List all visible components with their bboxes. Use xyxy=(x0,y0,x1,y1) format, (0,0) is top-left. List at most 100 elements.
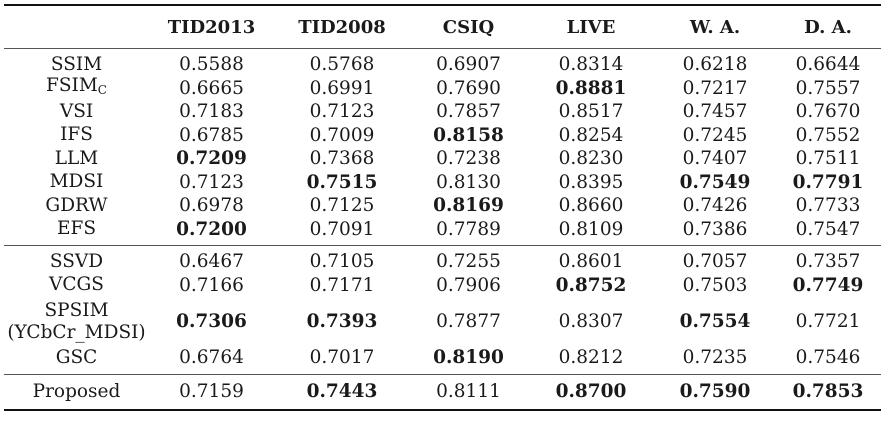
header-cell: TID2008 xyxy=(298,16,386,38)
value-cell: 0.7789 xyxy=(436,218,501,240)
value-cell: 0.7091 xyxy=(309,218,375,240)
table-row: Proposed 0.7159 0.7443 0.8111 0.8700 0.7590 0.… xyxy=(4,375,881,409)
value-cell: 0.7511 xyxy=(795,148,861,170)
value-cell: 0.8700 xyxy=(555,381,627,402)
table-row: SPSIM (YCbCr_MDSI) 0.7306 0.7393 0.7877 0.830… xyxy=(4,297,881,346)
value-cell: 0.7386 xyxy=(682,218,748,240)
results-table: TID2013 TID2008 CSIQ LIVE W. A. D. A. SS… xyxy=(4,4,881,411)
value-cell: 0.7238 xyxy=(436,148,501,170)
value-cell: 0.8660 xyxy=(558,195,624,217)
value-cell: 0.8109 xyxy=(558,218,624,240)
table-row: GSC 0.6764 0.7017 0.8190 0.8212 0.7235 0.7546 xyxy=(4,346,881,370)
value-cell: 0.7552 xyxy=(795,124,861,146)
method-name: EFS xyxy=(4,218,149,240)
table-row: GDRW 0.6978 0.7125 0.8169 0.8660 0.7426 0.7733 xyxy=(4,194,881,218)
table-body: SSIM 0.5588 0.5768 0.6907 0.8314 0.6218 0.6644… xyxy=(4,48,881,409)
value-cell: 0.7217 xyxy=(682,77,748,99)
value-cell: 0.8158 xyxy=(433,124,504,146)
value-cell: 0.7503 xyxy=(682,274,748,296)
method-label: SPSIM xyxy=(44,299,109,321)
value-cell: 0.8254 xyxy=(558,124,624,146)
value-cell: 0.7171 xyxy=(309,274,375,296)
method-label: SSIM xyxy=(50,53,103,75)
value-cell: 0.8212 xyxy=(558,347,624,369)
table-row: MDSI 0.7123 0.7515 0.8130 0.8395 0.7549 0.7791 xyxy=(4,171,881,195)
value-cell: 0.6218 xyxy=(682,54,748,76)
value-cell: 0.7690 xyxy=(436,77,501,99)
value-cell: 0.7255 xyxy=(436,251,501,273)
value-cell: 0.7123 xyxy=(309,101,375,123)
table-row: IFS 0.6785 0.7009 0.8158 0.8254 0.7245 0.7552 xyxy=(4,124,881,148)
value-cell: 0.7057 xyxy=(682,251,748,273)
value-cell: 0.7733 xyxy=(795,195,861,217)
header-cell: D. A. xyxy=(804,16,852,38)
method-name: IFS xyxy=(4,124,149,146)
value-cell: 0.8881 xyxy=(555,77,627,99)
value-cell: 0.7357 xyxy=(795,251,861,273)
table-row: VCGS 0.7166 0.7171 0.7906 0.8752 0.7503 0.7749 xyxy=(4,274,881,298)
value-cell: 0.8169 xyxy=(433,195,504,217)
method-name: SPSIM (YCbCr_MDSI) xyxy=(4,300,149,344)
method-label: EFS xyxy=(56,218,96,240)
value-cell: 0.8111 xyxy=(436,381,501,402)
value-cell: 0.7857 xyxy=(436,101,501,123)
header-cell: W. A. xyxy=(689,16,741,38)
table-row: FSIMC 0.6665 0.6991 0.7690 0.8881 0.7217 0.755… xyxy=(4,75,881,101)
value-cell: 0.7749 xyxy=(792,274,864,296)
method-label: Proposed xyxy=(32,380,121,402)
method-name: SSIM xyxy=(4,54,149,76)
header-cell: LIVE xyxy=(566,16,616,38)
method-name: VCGS xyxy=(4,274,149,296)
value-cell: 0.7877 xyxy=(436,311,501,332)
value-cell: 0.7159 xyxy=(179,381,244,402)
value-cell: 0.6665 xyxy=(179,77,244,99)
method-label: IFS xyxy=(60,124,93,146)
value-cell: 0.8395 xyxy=(558,171,624,193)
value-cell: 0.7721 xyxy=(795,311,861,332)
value-cell: 0.8752 xyxy=(555,274,627,296)
value-cell: 0.7200 xyxy=(176,218,247,240)
value-cell: 0.7306 xyxy=(176,311,247,332)
header-row: TID2013 TID2008 CSIQ LIVE W. A. D. A. xyxy=(4,6,881,48)
value-cell: 0.8190 xyxy=(433,347,504,369)
method-label: MDSI xyxy=(49,171,104,193)
value-cell: 0.7590 xyxy=(679,381,751,402)
value-cell: 0.6467 xyxy=(179,251,244,273)
value-cell: 0.7209 xyxy=(176,148,247,170)
table-row: SSVD 0.6467 0.7105 0.7255 0.8601 0.7057 0.7357 xyxy=(4,250,881,274)
value-cell: 0.6978 xyxy=(179,195,244,217)
value-cell: 0.7009 xyxy=(309,124,375,146)
value-cell: 0.6644 xyxy=(795,54,861,76)
table-row: EFS 0.7200 0.7091 0.7789 0.8109 0.7386 0.7547 xyxy=(4,218,881,242)
value-cell: 0.7125 xyxy=(309,195,375,217)
value-cell: 0.7515 xyxy=(306,171,378,193)
method-subscript: C xyxy=(97,83,107,98)
bottom-rule xyxy=(4,408,881,411)
value-cell: 0.8517 xyxy=(558,101,624,123)
value-cell: 0.7105 xyxy=(309,251,375,273)
method-label: VCGS xyxy=(49,274,104,296)
method-label: GDRW xyxy=(45,194,108,216)
value-cell: 0.8130 xyxy=(436,171,501,193)
method-label-line2: (YCbCr_MDSI) xyxy=(7,321,146,343)
method-name: SSVD xyxy=(4,251,149,273)
value-cell: 0.5768 xyxy=(309,54,375,76)
value-cell: 0.7791 xyxy=(792,171,864,193)
value-cell: 0.7017 xyxy=(309,347,375,369)
method-name: Proposed xyxy=(4,381,149,403)
value-cell: 0.7557 xyxy=(795,77,861,99)
method-name: LLM xyxy=(4,148,149,170)
method-label: GSC xyxy=(55,346,98,368)
value-cell: 0.7166 xyxy=(179,274,244,296)
value-cell: 0.7443 xyxy=(306,381,378,402)
value-cell: 0.6991 xyxy=(309,77,375,99)
value-cell: 0.7123 xyxy=(179,171,244,193)
value-cell: 0.5588 xyxy=(179,54,244,76)
value-cell: 0.7546 xyxy=(795,347,861,369)
value-cell: 0.7549 xyxy=(679,171,751,193)
method-name: GSC xyxy=(4,347,149,369)
value-cell: 0.7426 xyxy=(682,195,748,217)
method-name: MDSI xyxy=(4,171,149,193)
method-label: FSIM xyxy=(46,75,98,97)
group-separator-rule xyxy=(4,48,881,49)
